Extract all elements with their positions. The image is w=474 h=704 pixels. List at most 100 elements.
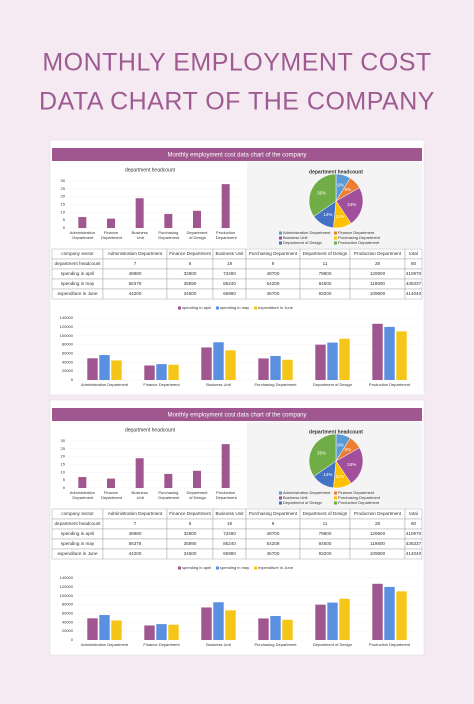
y-tick-label: 80000 [62, 602, 74, 607]
table-text: expenditure in June [57, 551, 98, 556]
bar [327, 602, 338, 640]
table-text: 9 [272, 261, 275, 266]
legend-label: Purchasing Department [338, 495, 381, 500]
table-text: 119800 [370, 281, 385, 286]
table-text: 109800 [370, 291, 386, 296]
y-tick-label: 30 [61, 438, 66, 443]
table-text: 119800 [370, 541, 385, 546]
table-text: spending in april [61, 531, 94, 536]
table-text: 93200 [319, 551, 332, 556]
pie-slice [335, 187, 364, 224]
legend-swatch [334, 236, 337, 240]
legend-label: spending in april [182, 565, 211, 570]
legend-label: Finance Department [338, 230, 375, 235]
pie-slice [308, 433, 337, 477]
legend-label: expenditure in June [258, 565, 294, 570]
bar [156, 364, 167, 380]
table-text: Finance Department [169, 511, 211, 516]
y-tick-label: 120000 [60, 324, 74, 329]
pie-label: 35% [317, 451, 326, 456]
table-text: 9 [272, 521, 275, 526]
table-text: spending in may [61, 281, 95, 286]
table-text: 414040 [406, 551, 422, 556]
pie-label: 24% [347, 202, 356, 207]
x-tick-label: Department of Design [187, 230, 209, 240]
table-text: 6 [189, 521, 192, 526]
table-text: 48700 [267, 271, 280, 276]
y-tick-label: 0 [63, 225, 66, 230]
bar [168, 624, 179, 640]
table-text: 80 [411, 521, 417, 526]
sheet-header-bar [52, 408, 422, 421]
x-tick-label: Finance Department [143, 642, 180, 647]
y-tick-label: 5 [63, 477, 66, 482]
table-text: 35890 [184, 541, 197, 546]
bar [111, 620, 122, 640]
chart-title: department headcount [309, 169, 363, 175]
legend-swatch [279, 491, 282, 495]
legend-label: Department of Design [283, 240, 322, 245]
table-text: Department of Design [303, 251, 348, 256]
bar [339, 338, 350, 380]
table-cell [404, 548, 423, 560]
legend-label: Production Department [338, 500, 380, 505]
table-text: department headcount [55, 261, 102, 266]
chart-title: department headcount [125, 167, 176, 173]
table-text: 56378 [129, 541, 142, 546]
bar [221, 444, 230, 488]
legend-swatch [178, 566, 181, 570]
table-text: 73490 [223, 271, 236, 276]
bar [225, 350, 236, 380]
bar [270, 615, 281, 640]
table-text: 34500 [184, 551, 197, 556]
x-tick-label: Administration Department [70, 230, 95, 240]
table-text: 54209 [267, 541, 280, 546]
table-text: Purchasing Department [249, 511, 298, 516]
table-text: spending in april [61, 271, 94, 276]
bar [396, 331, 407, 380]
table-text: Finance Department [169, 251, 211, 256]
y-tick-label: 15 [61, 462, 66, 467]
bar [144, 365, 155, 380]
bar [372, 583, 383, 640]
bar [99, 615, 110, 640]
x-tick-label: Department of Design [313, 642, 352, 647]
bar [270, 355, 281, 380]
bar [168, 364, 179, 380]
x-tick-label: Business Unit [206, 642, 231, 647]
bar [201, 607, 212, 640]
table-text: Production Department [354, 511, 402, 516]
legend-label: Finance Department [338, 490, 375, 495]
y-tick-label: 40000 [62, 619, 74, 624]
bar [87, 618, 98, 640]
y-tick-label: 0 [71, 377, 74, 382]
y-tick-label: 20000 [62, 368, 74, 373]
bar [213, 342, 224, 380]
legend-label: Administration Department [283, 490, 331, 495]
table-text: 126900 [370, 271, 386, 276]
bar [156, 624, 167, 640]
table-text: company sector [61, 251, 94, 256]
x-tick-label: Purchasing Department [254, 642, 297, 647]
table-text: 19 [227, 261, 233, 266]
bar [164, 473, 173, 488]
pie-label: 24% [347, 462, 356, 467]
table-text: 7 [134, 261, 137, 266]
table-text: 436337 [406, 541, 422, 546]
x-tick-label: Purchasing Department [157, 230, 180, 240]
table-text: 66990 [223, 551, 236, 556]
table-text: 126900 [370, 531, 386, 536]
pie-label: 11% [336, 474, 345, 479]
bar [107, 218, 115, 228]
table-text: 414040 [406, 291, 422, 296]
chart-title: department headcount [309, 429, 363, 435]
legend-label: Business Unit [283, 495, 308, 500]
table-text: 436337 [406, 281, 422, 286]
bar [258, 618, 269, 640]
bar [315, 604, 326, 640]
x-tick-label: Production Department [369, 642, 411, 647]
y-tick-label: 100000 [60, 593, 74, 598]
bar [111, 360, 122, 380]
table-text: 80 [411, 261, 417, 266]
legend-label: Business Unit [283, 235, 308, 240]
